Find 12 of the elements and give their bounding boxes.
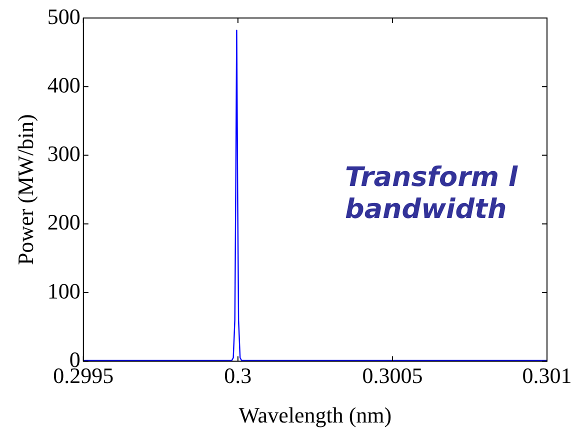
annotation: Transform l [345,162,518,193]
y-tick-label: 400 [47,72,80,98]
y-tick-label: 200 [47,210,80,235]
y-tick-label: 500 [47,4,80,29]
x-tick-label: 0.3 [224,363,252,388]
y-tick-label: 300 [47,141,80,166]
annotation: bandwidth [345,194,507,225]
x-tick-label: 0.301 [522,363,572,388]
x-axis-title: Wavelength (nm) [238,402,392,428]
y-tick-label: 100 [47,278,80,304]
x-tick-label: 0.3005 [362,363,423,388]
y-axis-title: Power (MW/bin) [12,114,38,266]
